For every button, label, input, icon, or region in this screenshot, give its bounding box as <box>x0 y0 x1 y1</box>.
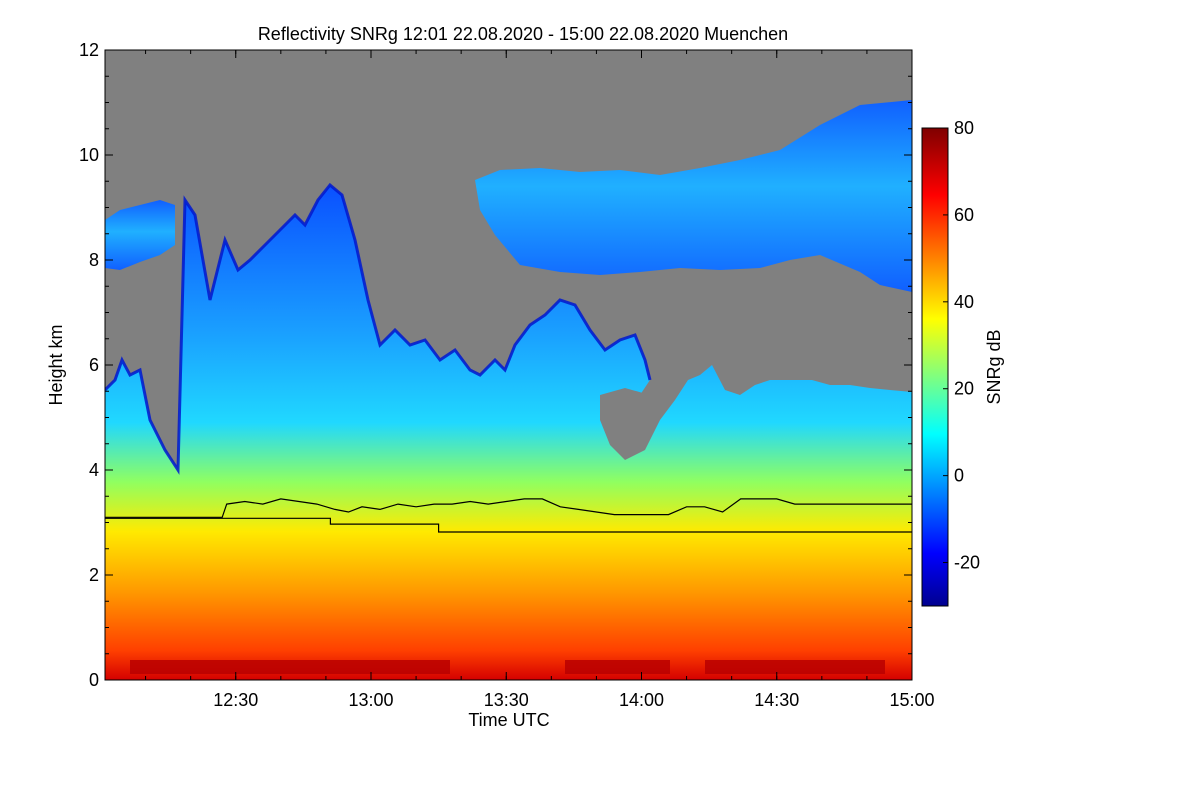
surface-strong-band <box>705 660 885 674</box>
colorbar-ticks: -20 0 20 40 60 80 <box>943 118 980 573</box>
y-tick-label: 10 <box>79 145 99 165</box>
colorbar-label: SNRg dB <box>984 329 1004 404</box>
colorbar-tick-label: 40 <box>954 292 974 312</box>
overlay-lines <box>105 498 912 533</box>
y-tick-label: 4 <box>89 460 99 480</box>
y-tick-label: 6 <box>89 355 99 375</box>
cloud-edge-outline <box>105 182 652 475</box>
x-tick-label: 12:30 <box>213 690 258 710</box>
y-tick-label: 12 <box>79 40 99 60</box>
axes: 12:30 13:00 13:30 14:00 14:30 15:00 0 2 4 6 8 10 12 <box>79 40 935 710</box>
surface-strong-band <box>565 660 670 674</box>
chart-title: Reflectivity SNRg 12:01 22.08.2020 - 15:… <box>258 24 788 44</box>
x-tick-label: 13:30 <box>484 690 529 710</box>
lower-echo-region <box>105 185 912 680</box>
x-tick-label: 14:00 <box>619 690 664 710</box>
y-tick-label: 8 <box>89 250 99 270</box>
plot-area <box>105 50 912 680</box>
x-axis-label: Time UTC <box>468 710 549 730</box>
colorbar-tick-label: 80 <box>954 118 974 138</box>
colorbar-tick-label: 0 <box>954 466 964 486</box>
overlay-line-1 <box>105 498 912 518</box>
y-tick-label: 0 <box>89 670 99 690</box>
y-axis-label: Height km <box>46 324 66 405</box>
colorbar-tick-label: 60 <box>954 205 974 225</box>
surface-strong-band <box>130 660 450 674</box>
x-tick-label: 13:00 <box>348 690 393 710</box>
colorbar-tick-label: -20 <box>954 553 980 573</box>
upper-cloud-layer <box>475 100 912 292</box>
colorbar <box>921 127 949 607</box>
x-tick-label: 14:30 <box>754 690 799 710</box>
mid-gap-region <box>600 388 660 460</box>
colorbar-tick-label: 20 <box>954 379 974 399</box>
overlay-line-2 <box>105 517 912 533</box>
x-tick-label: 15:00 <box>889 690 934 710</box>
y-tick-label: 2 <box>89 565 99 585</box>
upper-left-cloud <box>105 200 175 270</box>
